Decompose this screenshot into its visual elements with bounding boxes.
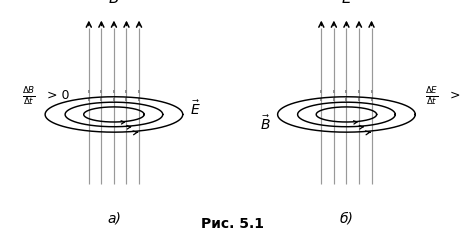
Text: > 0: > 0 (450, 89, 465, 102)
Text: $\vec{E}$: $\vec{E}$ (341, 0, 352, 7)
Text: > 0: > 0 (47, 89, 70, 102)
Text: $\vec{B}$: $\vec{B}$ (108, 0, 120, 7)
Text: Рис. 5.1: Рис. 5.1 (201, 217, 264, 231)
Text: а): а) (107, 211, 121, 225)
Text: $\frac{\Delta E}{\Delta t}$: $\frac{\Delta E}{\Delta t}$ (425, 85, 438, 106)
Text: б): б) (339, 211, 353, 225)
Text: $\frac{\Delta B}{\Delta t}$: $\frac{\Delta B}{\Delta t}$ (22, 85, 36, 106)
Text: $\vec{B}$: $\vec{B}$ (260, 114, 271, 133)
Text: $\vec{E}$: $\vec{E}$ (190, 100, 200, 118)
